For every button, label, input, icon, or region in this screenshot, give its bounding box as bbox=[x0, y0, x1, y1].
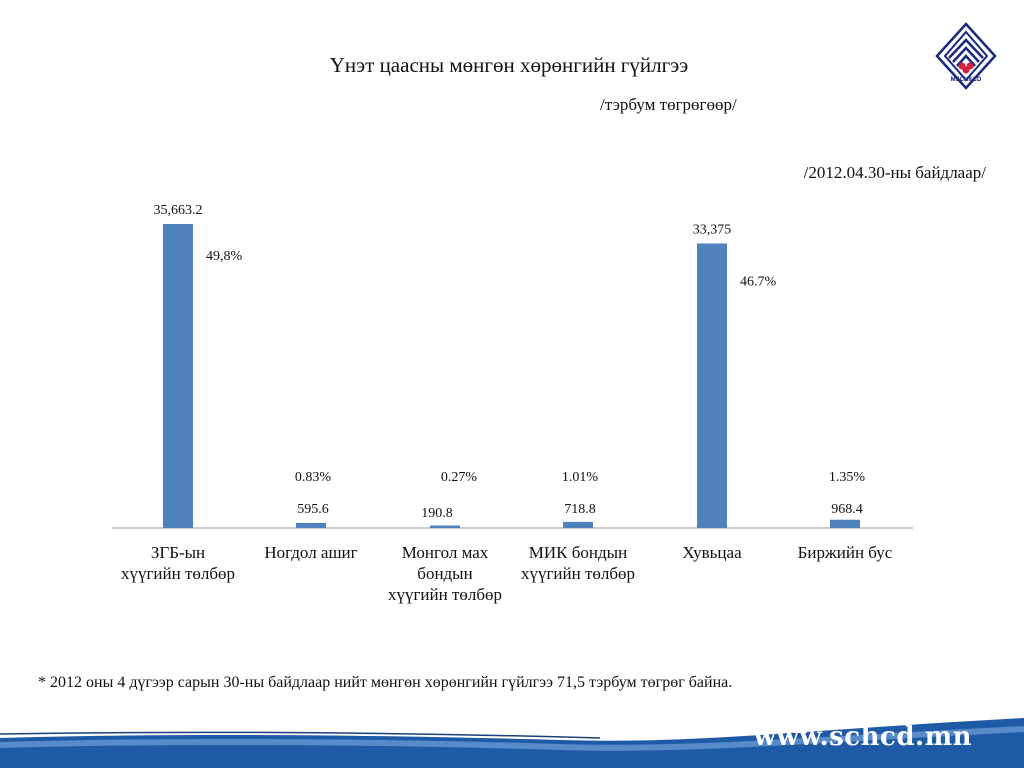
category-label-1: Ногдол ашиг bbox=[264, 542, 357, 563]
title-text: Үнэт цаасны мөнгөн хөрөнгийн гүйлгээ bbox=[329, 53, 689, 77]
category-label-line: хүүгийн төлбөр bbox=[520, 564, 636, 583]
category-label-5: Биржийн бус bbox=[798, 542, 893, 563]
percent-label-4: 46.7% bbox=[740, 275, 777, 290]
percent-label-1: 0.83% bbox=[295, 470, 332, 485]
footer-banner bbox=[0, 712, 1024, 768]
bar-3 bbox=[563, 521, 593, 528]
value-label-2: 190.8 bbox=[421, 506, 453, 521]
value-label-4: 33,375 bbox=[693, 223, 732, 238]
category-label-line: ЗГБ-ын bbox=[150, 543, 206, 562]
unit-label: /тэрбум төгрөгөөр/ bbox=[600, 95, 737, 114]
value-label-0: 35,663.2 bbox=[154, 203, 203, 218]
category-label-line: Ногдол ашиг bbox=[264, 543, 358, 562]
bar-5 bbox=[830, 519, 860, 528]
category-label-line: Биржийн бус bbox=[797, 543, 893, 562]
percent-label-3: 1.01% bbox=[562, 470, 599, 485]
page-title: Үнэт цаасны мөнгөн хөрөнгийн гүйлгээ bbox=[0, 53, 1024, 78]
percent-label-0: 49,8% bbox=[206, 249, 243, 264]
logo-text: MSCH&CD bbox=[950, 77, 982, 83]
value-label-5: 968.4 bbox=[831, 502, 863, 517]
bar-2 bbox=[430, 525, 460, 528]
website-link[interactable]: www.schcd.mn bbox=[753, 722, 972, 752]
bar-0 bbox=[163, 224, 193, 528]
category-label-line: хүүгийн төлбөр bbox=[387, 585, 503, 604]
category-label-0: ЗГБ-ын хүүгийн төлбөр bbox=[121, 542, 235, 584]
category-label-3: МИК бондын хүүгийн төлбөр bbox=[521, 542, 635, 584]
percent-label-2: 0.27% bbox=[441, 470, 478, 485]
value-label-3: 718.8 bbox=[564, 502, 596, 517]
category-label-line: МИК бондын bbox=[528, 543, 628, 562]
msch-cd-logo-icon bbox=[935, 22, 997, 90]
bar-4 bbox=[697, 243, 727, 528]
value-label-1: 595.6 bbox=[297, 502, 329, 517]
as-of-date-label: /2012.04.30-ны байдлаар/ bbox=[803, 163, 986, 182]
bar-1 bbox=[296, 522, 326, 528]
footnote: * 2012 оны 4 дүгээр сарын 30-ны байдлаар… bbox=[38, 674, 733, 691]
category-label-line: Хувьцаа bbox=[682, 543, 742, 562]
bar-chart: 35,663.2 49,8% 595.6 0.83% 190.8 0.27% 718.8 1.… bbox=[112, 203, 913, 529]
category-label-line: хүүгийн төлбөр bbox=[120, 564, 236, 583]
category-label-4: Хувьцаа bbox=[682, 542, 741, 563]
percent-label-5: 1.35% bbox=[829, 470, 866, 485]
category-label-line: Монгол мах bbox=[401, 543, 489, 562]
category-label-2: Монгол мах бондын хүүгийн төлбөр bbox=[388, 542, 502, 605]
category-label-line: бондын bbox=[417, 564, 473, 583]
